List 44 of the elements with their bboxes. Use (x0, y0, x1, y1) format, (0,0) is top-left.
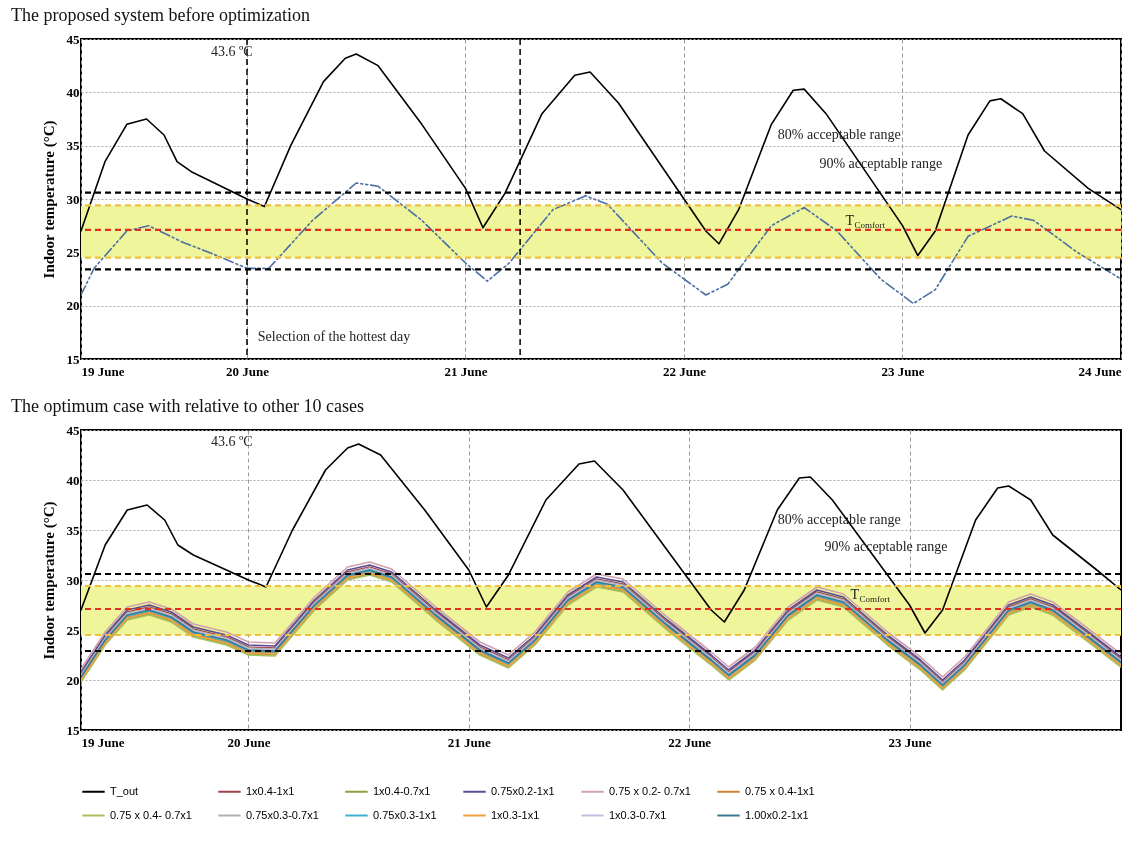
x-tick-label: 20 June (227, 734, 271, 750)
y-tick-label: 40 (66, 84, 80, 100)
legend-label: 1x0.4-1x1 (246, 784, 295, 797)
y-tick-label: 15 (66, 351, 80, 367)
x-tick-label: 22 June (668, 734, 712, 750)
legend-label: 1x0.4-0.7x1 (373, 784, 431, 797)
annotation: Selection of the hottest day (257, 328, 411, 344)
y-tick-label: 35 (66, 138, 80, 154)
legend-label: 0.75 x 0.4- 0.7x1 (110, 808, 192, 821)
legend-label: 0.75x0.3-1x1 (373, 808, 437, 821)
x-tick-label: 24 June (1078, 363, 1122, 379)
x-tick-label: 19 June (81, 734, 125, 750)
y-tick-label: 40 (66, 472, 80, 488)
x-tick-label: 21 June (447, 734, 491, 750)
y-tick-label: 45 (66, 422, 80, 438)
legend-label: 1.00x0.2-1x1 (745, 808, 809, 821)
annotation: 43.6 ºC (211, 43, 253, 59)
chart-title: The optimum case with relative to other 10 cases (11, 396, 364, 416)
legend-label: 1x0.3-0.7x1 (609, 808, 667, 821)
chart-title: The proposed system before optimization (11, 5, 310, 25)
legend-label: T_out (110, 784, 139, 797)
y-tick-label: 25 (66, 622, 80, 638)
legend-label: 1x0.3-1x1 (491, 808, 540, 821)
legend-label: 0.75x0.2-1x1 (491, 784, 555, 797)
legend-label: 0.75x0.3-0.7x1 (246, 808, 319, 821)
y-tick-label: 35 (66, 522, 80, 538)
y-tick-label: 45 (66, 31, 80, 47)
y-tick-label: 20 (66, 298, 80, 314)
x-tick-label: 21 June (444, 363, 488, 379)
x-tick-label: 19 June (81, 363, 125, 379)
x-tick-label: 22 June (663, 363, 707, 379)
x-tick-label: 20 June (226, 363, 270, 379)
annotation: 43.6 ºC (211, 434, 253, 449)
y-axis-title: Indoor temperature (°C) (40, 501, 58, 660)
y-tick-label: 30 (66, 191, 80, 207)
y-tick-label: 20 (66, 672, 80, 688)
y-axis-title: Indoor temperature (°C) (40, 120, 58, 279)
y-tick-label: 25 (66, 244, 80, 260)
legend-label: 0.75 x 0.2- 0.7x1 (609, 784, 691, 797)
y-tick-label: 15 (66, 722, 80, 738)
legend-label: 0.75 x 0.4-1x1 (745, 784, 815, 797)
x-tick-label: 23 June (881, 363, 925, 379)
x-tick-label: 23 June (888, 734, 932, 750)
y-tick-label: 30 (66, 572, 80, 588)
